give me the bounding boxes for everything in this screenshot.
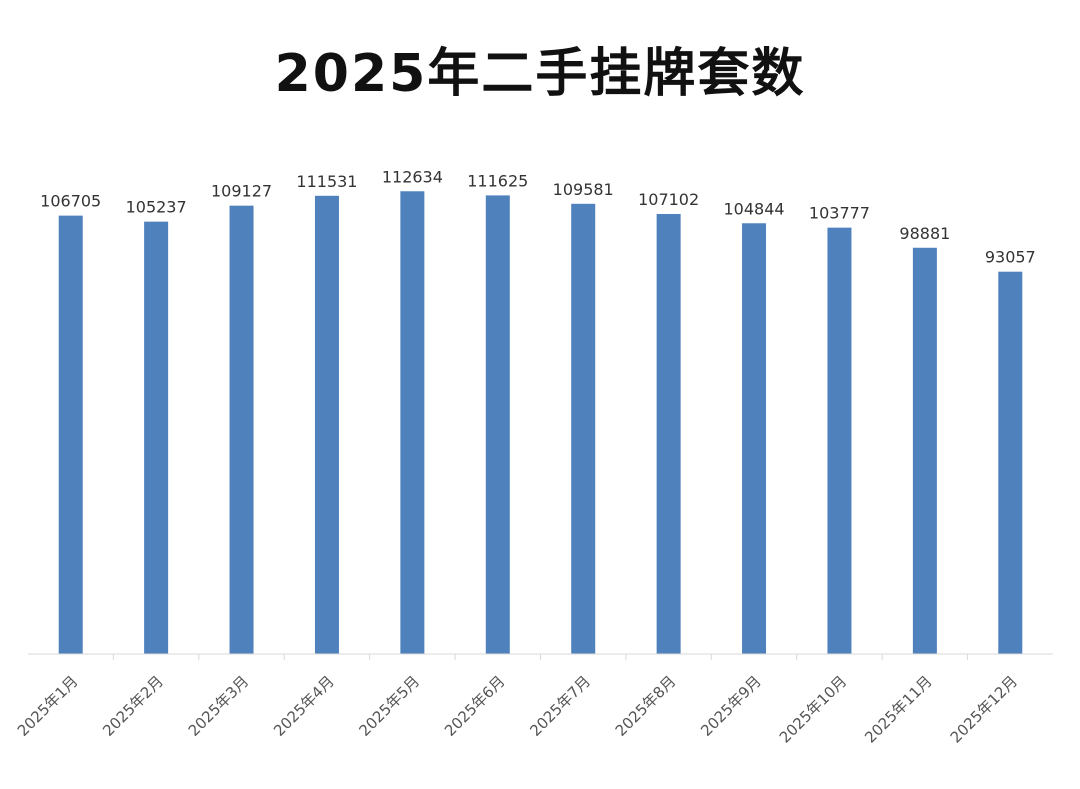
value-label-10: 103777 (809, 204, 870, 223)
bar-8 (656, 213, 681, 654)
value-label-6: 111625 (467, 171, 528, 190)
bar-9 (742, 223, 767, 654)
x-tick-label-4: 2025年4月 (270, 672, 338, 740)
value-label-2: 105237 (126, 198, 187, 217)
x-tick-label-12: 2025年12月 (947, 672, 1021, 746)
x-tick-label-3: 2025年3月 (185, 672, 253, 740)
x-tick-label-8: 2025年8月 (612, 672, 680, 740)
bar-3 (229, 205, 254, 654)
value-label-9: 104844 (724, 199, 785, 218)
value-label-3: 109127 (211, 182, 272, 201)
value-label-7: 109581 (553, 180, 614, 199)
bars-layer (58, 191, 1023, 655)
value-label-4: 111531 (296, 172, 357, 191)
bar-5 (400, 191, 425, 655)
x-tick-label-6: 2025年6月 (441, 672, 509, 740)
x-ticks-layer: 2025年1月 2025年2月 2025年3月 2025年4月 2025年5月 2025年… (14, 654, 1021, 747)
x-tick-label-5: 2025年5月 (356, 672, 424, 740)
x-tick-label-7: 2025年7月 (526, 672, 594, 740)
bar-4 (314, 195, 339, 655)
value-label-5: 112634 (382, 167, 443, 186)
bar-11 (912, 247, 937, 654)
x-tick-label-11: 2025年11月 (861, 672, 935, 746)
x-tick-label-9: 2025年9月 (697, 672, 765, 740)
bar-2 (144, 221, 169, 655)
x-tick-label-2: 2025年2月 (99, 672, 167, 740)
chart-title: 2025年二手挂牌套数 (274, 44, 806, 104)
x-tick-label-10: 2025年10月 (776, 672, 850, 746)
x-tick-label-1: 2025年1月 (14, 672, 82, 740)
bar-10 (827, 227, 852, 655)
bar-7 (571, 203, 596, 654)
value-labels-layer: 106705 105237 109127 111531 112634 111625 1095… (40, 167, 1036, 266)
value-label-8: 107102 (638, 190, 699, 209)
value-label-12: 93057 (985, 248, 1036, 267)
bar-12 (998, 271, 1023, 654)
bar-6 (485, 195, 510, 654)
value-label-1: 106705 (40, 192, 101, 211)
value-label-11: 98881 (899, 224, 950, 243)
bar-1 (58, 215, 83, 654)
